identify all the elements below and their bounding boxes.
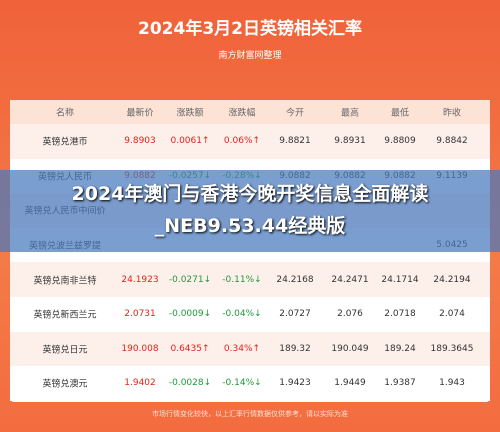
table-cell: 189.3645	[430, 343, 474, 354]
column-header: 今开	[285, 108, 305, 119]
table-cell: -0.0028↓	[168, 378, 212, 389]
table-cell: 0.0061↑	[170, 136, 210, 147]
footer: 市场行情变化较快，以上汇率行情数据仅供参考，请以实际为准	[152, 410, 348, 418]
table-cell: 英镑兑港币	[42, 137, 88, 148]
table-cell: 24.1923	[121, 274, 159, 285]
table-cell: 1.9402	[124, 378, 156, 389]
column-header: 最新价	[126, 108, 154, 119]
table-row: 英镑兑港币 9.8903 0.0061↑ 0.06%↑ 9.8821 9.8931 9.88…	[10, 124, 490, 159]
column-header: 涨跌额	[176, 108, 204, 119]
column-header: 名称	[55, 108, 75, 119]
table-cell: 1.9387	[384, 378, 416, 389]
table-cell: 英镑兑南非兰特	[33, 276, 97, 287]
subtitle: 南方财富网整理	[218, 51, 282, 61]
table-cell: 190.049	[331, 343, 369, 354]
table-cell: -0.14%↓	[222, 378, 262, 389]
table-cell: 英镑兑日元	[42, 345, 88, 356]
table-cell: 9.8842	[436, 136, 468, 147]
table-cell: 24.2168	[276, 274, 314, 285]
table-cell: -0.0009↓	[168, 309, 212, 320]
table-cell: 2.0727	[279, 309, 311, 320]
column-header: 最高	[340, 108, 360, 119]
column-header: 昨收	[442, 108, 462, 119]
table-row: 英镑兑新西兰元 2.0731 -0.0009↓ -0.04%↓ 2.0727 2.076 2…	[10, 297, 490, 332]
table-cell: 2.076	[337, 309, 363, 320]
table-cell: 1.943	[439, 378, 465, 389]
table-cell: 24.1714	[381, 274, 419, 285]
table-row: 英镑兑南非兰特 24.1923 -0.0271↓ -0.11%↓ 24.2168 24.2…	[10, 262, 490, 297]
table-cell: 0.06%↑	[223, 136, 261, 147]
table-cell: 9.8821	[279, 136, 311, 147]
table-cell: 英镑兑澳元	[42, 379, 88, 390]
table-cell: -0.11%↓	[222, 274, 262, 285]
table-cell: -0.0271↓	[168, 274, 212, 285]
table-row: 英镑兑澳元 1.9402 -0.0028↓ -0.14%↓ 1.9423 1.9449 1.…	[10, 366, 490, 401]
header-row: 名称 最新价 涨跌额 涨跌幅 今开 最高 最低 昨收	[10, 100, 490, 124]
column-header: 最低	[390, 108, 410, 119]
table-cell: -0.04%↓	[222, 309, 262, 320]
table-cell: 189.32	[279, 343, 311, 354]
table-cell: 英镑兑新西兰元	[33, 310, 97, 321]
table-cell: 9.8931	[334, 136, 366, 147]
table-cell: 9.8809	[384, 136, 416, 147]
banner: 2024年澳门与香港今晚开奖信息全面解读_NEB9.53.44经典版	[0, 170, 500, 252]
table-cell: 24.2471	[331, 274, 369, 285]
table-cell: 190.008	[121, 343, 159, 354]
table-row: 英镑兑日元 190.008 0.6435↑ 0.34%↑ 189.32 190.049 18…	[10, 331, 490, 367]
table-cell: 24.2194	[433, 274, 471, 285]
title: 2024年3月2日英镑相关汇率	[138, 19, 362, 39]
table-cell: 9.8903	[124, 136, 156, 147]
table-cell: 189.24	[384, 343, 416, 354]
column-header: 涨跌幅	[228, 108, 256, 119]
table-cell: 1.9449	[334, 378, 366, 389]
table-cell: 2.0718	[384, 309, 416, 320]
table-cell: 2.074	[439, 309, 465, 320]
table-cell: 1.9423	[279, 378, 311, 389]
banner-text: 2024年澳门与香港今晚开奖信息全面解读_NEB9.53.44经典版	[71, 183, 429, 237]
table-cell: 2.0731	[124, 309, 156, 320]
table-cell: 0.34%↑	[223, 343, 261, 354]
table-cell: 0.6435↑	[170, 343, 210, 354]
